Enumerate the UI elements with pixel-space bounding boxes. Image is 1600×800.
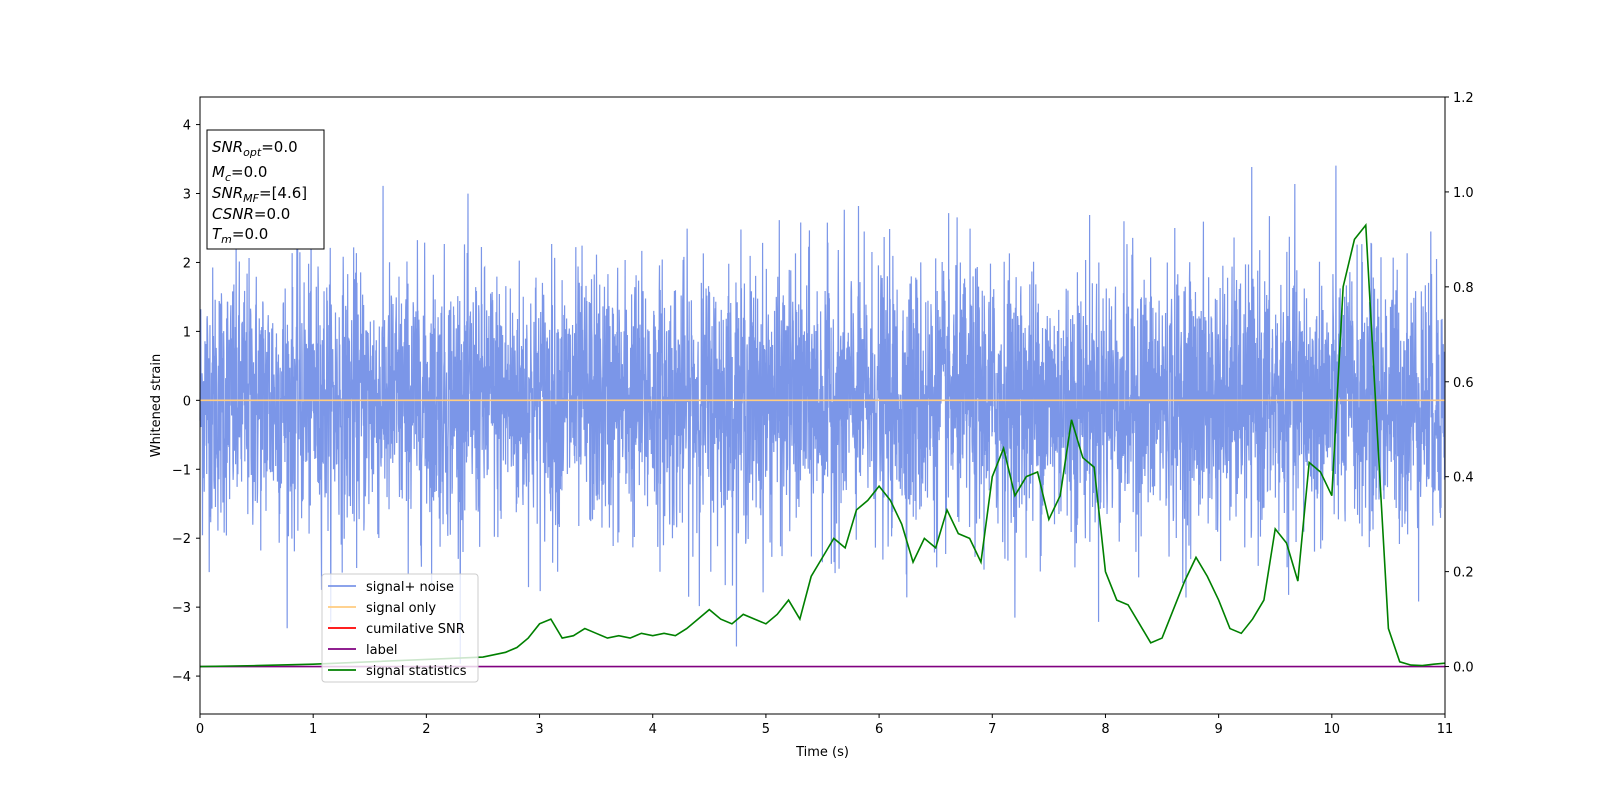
info-line: Tm=0.0	[212, 225, 268, 246]
y-tick-label: −1	[172, 463, 191, 478]
x-tick-label: 6	[875, 722, 883, 737]
x-tick-label: 9	[1214, 722, 1222, 737]
y-tick-label: 4	[183, 119, 191, 134]
legend-entry: cumilative SNR	[366, 622, 465, 637]
x-tick-label: 11	[1437, 722, 1454, 737]
legend-entry: label	[366, 643, 397, 658]
y-axis-right: 0.0 0.2 0.4 0.6 0.8 1.0 1.2	[1445, 91, 1474, 676]
plot-frame	[199, 96, 1446, 715]
y2-tick-label: 1.2	[1453, 91, 1474, 106]
x-tick-label: 7	[988, 722, 996, 737]
x-tick-label: 5	[762, 722, 770, 737]
series-line-4	[199, 223, 1446, 668]
info-box-frame	[206, 129, 325, 250]
y-axis-left: −4 −3 −2 −1 0 1 2 3 4	[172, 119, 200, 685]
legend: signal+ noise signal only cumilative SNR la…	[321, 573, 479, 683]
y-tick-label: 3	[183, 188, 191, 203]
legend-entry: signal statistics	[366, 664, 467, 679]
y-tick-label: −2	[172, 532, 191, 547]
y2-tick-label: 1.0	[1453, 186, 1474, 201]
info-line: SNRMF=[4.6]	[212, 184, 307, 205]
x-tick-label: 1	[309, 722, 317, 737]
info-line: CSNR=0.0	[212, 205, 290, 223]
y-tick-label: −4	[172, 670, 191, 685]
x-tick-label: 3	[535, 722, 543, 737]
y2-tick-label: 0.8	[1453, 281, 1474, 296]
y-axis-label: Whitened strain	[149, 354, 164, 457]
info-line: Mc=0.0	[212, 163, 267, 184]
y2-tick-label: 0.4	[1453, 471, 1474, 486]
y2-tick-label: 0.0	[1453, 661, 1474, 676]
legend-entry: signal only	[366, 601, 436, 616]
signal-noise-line	[199, 165, 1446, 664]
x-tick-label: 10	[1324, 722, 1341, 737]
x-tick-label: 2	[422, 722, 430, 737]
legend-entry: signal+ noise	[366, 580, 454, 595]
x-axis: 0 1 2 3 4 5 6 7 8 9 10 11	[196, 714, 1453, 737]
y-tick-label: −3	[172, 601, 191, 616]
y2-tick-label: 0.2	[1453, 566, 1474, 581]
y2-tick-label: 0.6	[1453, 376, 1474, 391]
info-line: SNRopt=0.0	[212, 138, 298, 159]
x-tick-label: 0	[196, 722, 204, 737]
legend-frame	[321, 573, 479, 683]
y-tick-label: 0	[183, 394, 191, 409]
y-tick-label: 1	[183, 325, 191, 340]
y-tick-label: 2	[183, 256, 191, 271]
x-axis-label: Time (s)	[795, 745, 849, 760]
signal-noise-series	[199, 165, 1446, 664]
x-tick-label: 4	[649, 722, 657, 737]
x-tick-label: 8	[1101, 722, 1109, 737]
